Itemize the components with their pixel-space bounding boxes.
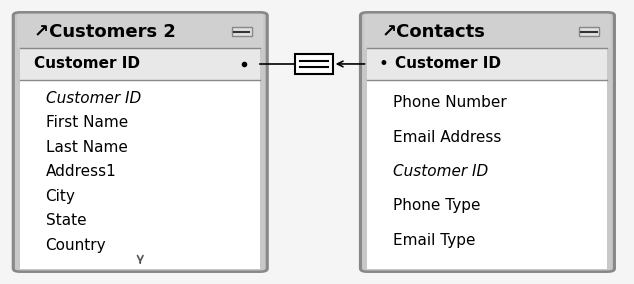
Text: Phone Type: Phone Type — [392, 198, 480, 213]
Text: Email Address: Email Address — [392, 130, 501, 145]
FancyBboxPatch shape — [361, 12, 614, 272]
Text: Customer ID: Customer ID — [392, 164, 488, 179]
Bar — [20, 48, 260, 80]
Text: •: • — [379, 55, 389, 73]
Text: State: State — [46, 213, 86, 228]
Text: Email Type: Email Type — [392, 233, 476, 248]
Text: Customer ID: Customer ID — [34, 57, 140, 72]
Text: Last Name: Last Name — [46, 139, 127, 154]
Text: City: City — [46, 189, 75, 204]
Bar — [368, 48, 607, 80]
Text: ↗Contacts: ↗Contacts — [382, 23, 485, 41]
Text: Customer ID: Customer ID — [46, 91, 141, 106]
FancyBboxPatch shape — [365, 14, 611, 49]
Text: ↗Customers 2: ↗Customers 2 — [34, 23, 176, 41]
Bar — [20, 80, 260, 269]
FancyBboxPatch shape — [17, 14, 263, 49]
Text: Customer ID: Customer ID — [394, 57, 501, 72]
Bar — [20, 15, 260, 48]
Bar — [232, 27, 252, 36]
Text: Phone Number: Phone Number — [392, 95, 507, 110]
Bar — [579, 27, 599, 36]
Bar — [368, 80, 607, 269]
FancyBboxPatch shape — [14, 12, 266, 272]
Text: First Name: First Name — [46, 115, 128, 130]
Bar — [368, 15, 607, 48]
Text: Country: Country — [46, 237, 107, 252]
Text: Address1: Address1 — [46, 164, 116, 179]
Bar — [295, 54, 333, 74]
